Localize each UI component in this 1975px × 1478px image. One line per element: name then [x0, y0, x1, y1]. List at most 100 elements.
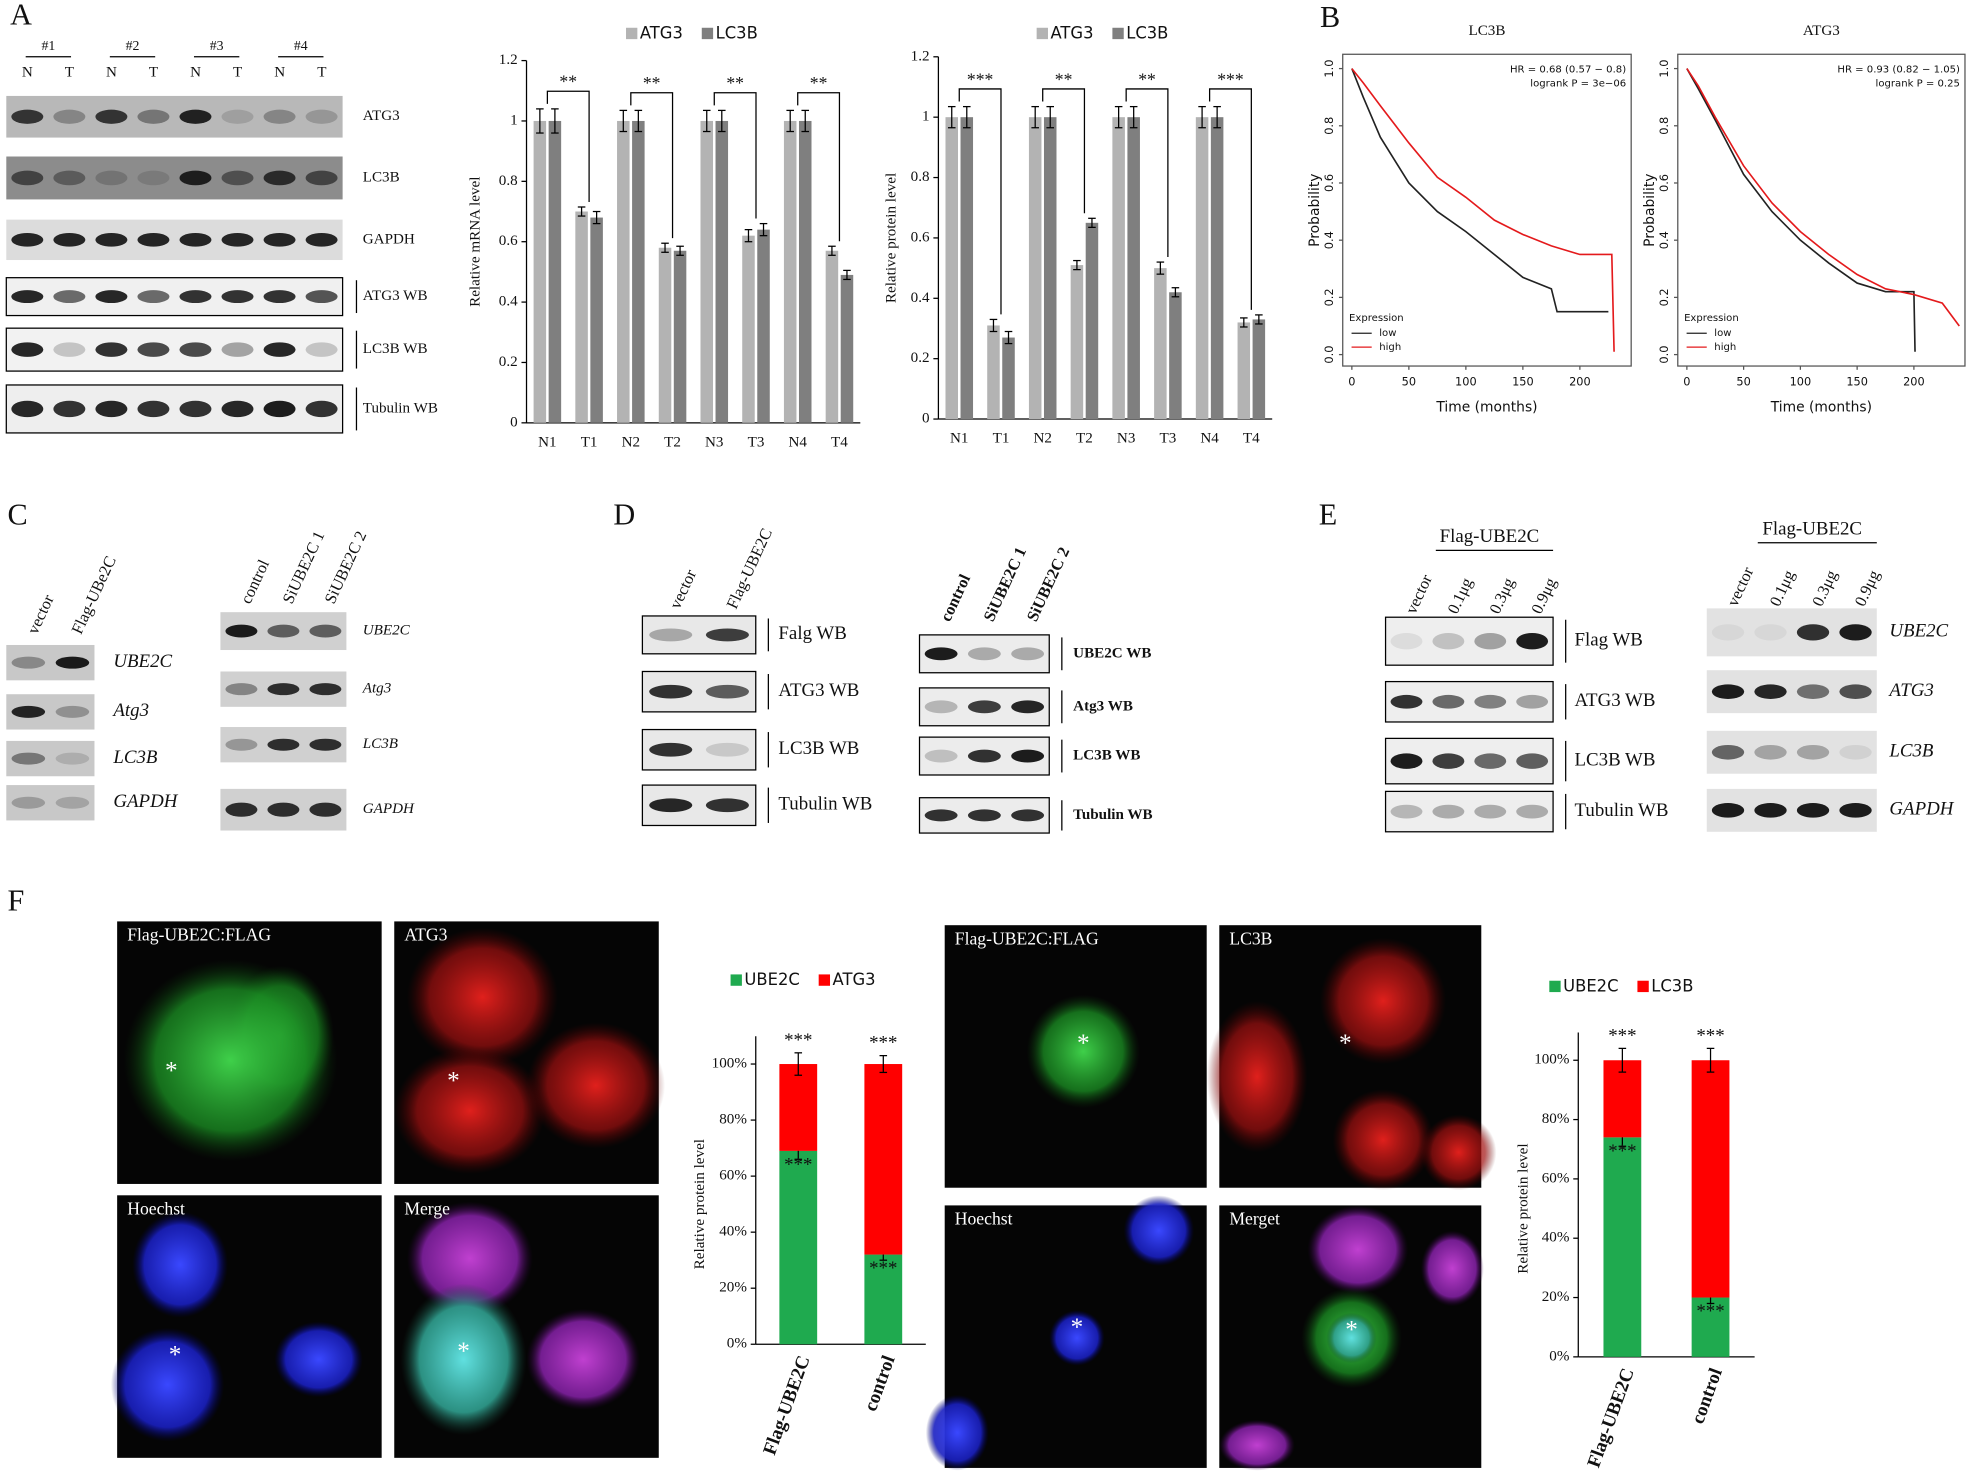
x-axis-label: Time (months)	[1435, 400, 1537, 416]
error-bar	[1255, 314, 1263, 325]
legend-title: Expression	[1684, 313, 1739, 324]
plot-frame	[1342, 53, 1632, 367]
error-bar	[1156, 261, 1165, 275]
significance: **	[1055, 69, 1073, 89]
y-tick-label: 0.6	[911, 229, 930, 245]
significance: **	[810, 73, 828, 93]
y-tick-label: 60%	[1542, 1170, 1570, 1186]
x-tick-label: N3	[1117, 431, 1135, 447]
lane-label: N	[22, 65, 33, 81]
x-tick-label: N2	[1033, 431, 1051, 447]
blot-band	[705, 684, 749, 699]
legend-label: LC3B	[1126, 24, 1168, 43]
blot-band	[309, 683, 342, 696]
blot-row-label: UBE2C	[113, 651, 172, 672]
cell-marker: *	[169, 1342, 182, 1369]
y-tick-label: 100%	[1534, 1052, 1570, 1068]
blot-band	[649, 628, 693, 642]
significance: **	[559, 72, 577, 92]
blot-band	[11, 705, 46, 718]
x-tick-label: 50	[1736, 374, 1750, 388]
y-tick-label: 1.2	[911, 48, 930, 64]
blot-band	[225, 683, 258, 696]
panel-label: A	[10, 0, 32, 32]
micrograph-label: Merget	[1229, 1209, 1280, 1229]
legend-swatch	[626, 27, 638, 40]
error-bar	[1073, 259, 1081, 271]
blot-band	[1516, 633, 1549, 650]
blot-band	[309, 738, 342, 751]
y-tick-label: 0.2	[1657, 288, 1671, 306]
blot-band	[1516, 694, 1549, 709]
significance-bracket	[958, 88, 1002, 315]
lane-label: 0.3μg	[1808, 567, 1841, 609]
blot-band	[705, 798, 749, 813]
x-tick-label: 150	[1846, 374, 1868, 388]
blot-band	[55, 705, 90, 718]
significance-bracket	[713, 92, 757, 219]
blot-row-label: Tubulin WB	[1073, 807, 1152, 823]
micrograph-label: Hoechst	[127, 1198, 185, 1218]
blot-band	[225, 624, 258, 638]
y-tick-label: 1	[922, 109, 930, 125]
error-bar	[786, 109, 794, 133]
bar-segment	[779, 1150, 818, 1345]
annotation: HR = 0.93 (0.82 − 1.05)	[1837, 64, 1960, 75]
y-tick-label: 1.0	[1657, 60, 1671, 78]
bar	[798, 120, 812, 423]
cell-marker: *	[1339, 1030, 1352, 1057]
legend-swatch	[1549, 980, 1561, 993]
y-tick-label: 1	[510, 112, 518, 128]
blot-band	[924, 749, 958, 763]
blot-row-label: GAPDH	[113, 791, 178, 812]
bar-segment	[1691, 1060, 1730, 1298]
y-tick-label: 0.4	[1657, 231, 1671, 249]
significance: ***	[1608, 1025, 1636, 1046]
y-tick-label: 0.8	[499, 173, 518, 189]
blot-band	[137, 170, 170, 186]
micrograph-label: Flag-UBE2C:FLAG	[127, 925, 271, 945]
significance: ***	[784, 1154, 812, 1175]
bar	[1112, 117, 1125, 420]
significance: ***	[1608, 1141, 1636, 1162]
x-tick-label: N2	[622, 434, 640, 450]
y-tick-label: 0.2	[499, 354, 518, 370]
blot-band	[1432, 694, 1465, 709]
bar-segment	[1603, 1060, 1642, 1138]
error-bar	[1129, 105, 1138, 129]
y-tick-label: 80%	[719, 1112, 747, 1128]
y-tick-label: 60%	[719, 1168, 747, 1184]
error-bar	[1004, 330, 1013, 345]
annotation: HR = 0.68 (0.57 − 0.8)	[1510, 64, 1626, 75]
bar	[960, 117, 974, 420]
survival-curve	[1351, 68, 1609, 313]
lane-label: N	[190, 65, 201, 81]
y-axis-label: Relative protein level	[1516, 1143, 1532, 1273]
x-tick-label: 100	[1455, 374, 1477, 388]
x-tick-label: 0	[1683, 374, 1690, 388]
bar	[1169, 292, 1182, 420]
blot-band	[967, 809, 1001, 822]
figure-body: A B C D E F UBE2C Atg3 LC3B GAPDH vector Flag-UBe2C…	[5, 0, 1966, 1471]
x-tick-label: 50	[1402, 374, 1416, 388]
blot-header: Flag-UBE2C	[1762, 518, 1862, 539]
survival-curve	[1686, 68, 1916, 352]
lane-label: T	[317, 65, 326, 81]
blot-band	[137, 400, 170, 418]
blot-band	[263, 290, 296, 304]
error-bar	[1706, 1047, 1715, 1073]
blot-band	[1711, 624, 1745, 641]
error-bar	[759, 222, 768, 237]
blot-band	[95, 109, 128, 124]
blot-band	[649, 798, 693, 813]
group-label: #2	[126, 38, 140, 53]
error-bar	[676, 245, 684, 256]
blot-band	[11, 752, 46, 765]
blot-band	[1474, 633, 1507, 650]
significance: ***	[967, 69, 993, 89]
lane-label: 0.9μg	[1527, 575, 1560, 617]
blot-band	[1754, 803, 1787, 818]
error-bar	[702, 109, 711, 133]
blot-band	[221, 170, 254, 186]
significance-bracket	[630, 92, 674, 239]
